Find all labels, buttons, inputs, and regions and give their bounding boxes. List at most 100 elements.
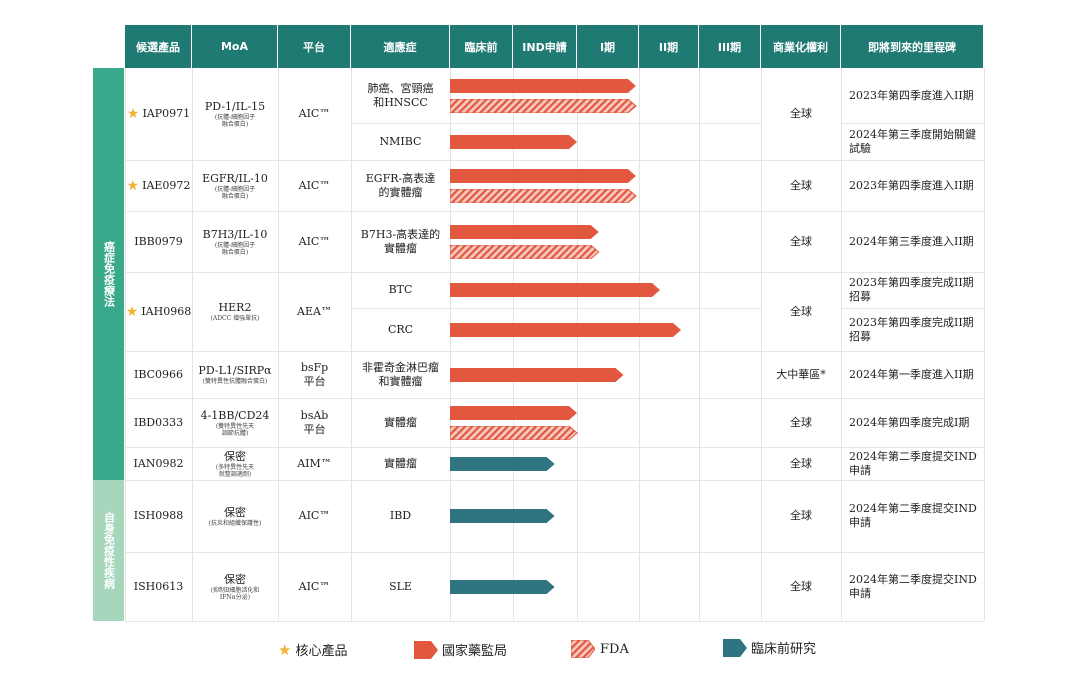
nmpa-arrow-icon xyxy=(414,640,438,659)
platform-cell: AEA™ xyxy=(297,304,332,318)
candidate-name: ISH0988 xyxy=(133,509,184,522)
platform-cell: AIC™ xyxy=(298,234,331,248)
moa-subtitle: (雙特異性抗體融合蛋白) xyxy=(202,378,268,385)
grid-line-vertical xyxy=(761,68,762,620)
moa-subtitle: (抗體-細胞因子 融合蛋白) xyxy=(214,241,256,256)
grid-line-vertical xyxy=(841,68,842,620)
indication-cell: 實體瘤 xyxy=(384,415,417,429)
candidate-cell: ★ IAE0972 xyxy=(125,160,192,211)
milestone-cell: 2023年第四季度完成II期 招募 xyxy=(841,272,984,308)
grid-line-vertical xyxy=(577,68,578,620)
grid-line-vertical xyxy=(450,68,451,620)
grid-line-horizontal xyxy=(841,123,984,124)
moa-name: 4-1BB/CD24 xyxy=(200,408,270,422)
header-cell: MoA xyxy=(192,25,278,68)
platform-cell: AIC™ xyxy=(298,579,331,593)
fda-bar xyxy=(450,425,578,440)
nmpa-bar xyxy=(450,134,577,149)
header-cell: 平台 xyxy=(278,25,351,68)
candidate-name: IBD0333 xyxy=(133,415,184,429)
moa-cell: PD-1/IL-15 (抗體-細胞因子 融合蛋白) xyxy=(192,68,278,160)
grid-line-horizontal xyxy=(125,447,984,448)
moa-name: PD-L1/SIRPα xyxy=(198,364,272,377)
commercial-rights-cell: 全球 xyxy=(790,456,812,470)
milestone-cell: 2023年第四季度完成II期 招募 xyxy=(841,308,984,351)
milestone-cell: 2024年第二季度提交IND 申請 xyxy=(841,480,984,552)
header-cell: 臨床前 xyxy=(450,25,513,68)
legend-core: ★ 核心產品 xyxy=(278,640,347,660)
candidate-name: IAE0972 xyxy=(142,178,191,192)
platform-cell: AIC™ xyxy=(298,178,331,192)
header-cell: 適應症 xyxy=(351,25,450,68)
legend-fda: FDA xyxy=(571,640,629,658)
moa-name: 保密 xyxy=(224,505,246,519)
grid-line-horizontal xyxy=(125,351,984,352)
candidate-cell: IBB0979 xyxy=(125,211,192,272)
milestone-text: 2024年第三季度開始關鍵 試驗 xyxy=(849,127,976,155)
milestone-cell: 2023年第四季度進入II期 xyxy=(841,68,984,123)
category-cancer-immunotherapy: 癌症免疫療法 xyxy=(93,68,124,480)
grid-line-vertical xyxy=(192,68,193,620)
platform-cell: bsAb 平台 xyxy=(300,408,329,436)
commercial-rights-cell: 全球 xyxy=(790,107,812,120)
grid-line-vertical xyxy=(639,68,640,620)
indication-cell: CRC xyxy=(387,322,414,336)
milestone-text: 2024年第二季度提交IND 申請 xyxy=(849,449,977,477)
commercial-rights-cell: 全球 xyxy=(790,234,812,248)
commercial-rights-cell: 全球 xyxy=(790,415,812,429)
platform-cell: AIM™ xyxy=(297,456,332,470)
fda-bar xyxy=(450,188,637,203)
grid-line-horizontal xyxy=(125,272,984,273)
moa-name: EGFR/IL-10 xyxy=(202,171,268,185)
star-icon: ★ xyxy=(126,177,140,194)
candidate-name: IAN0982 xyxy=(133,456,184,470)
candidate-name: IAP0971 xyxy=(142,107,191,120)
grid-line-horizontal xyxy=(125,398,984,399)
milestone-text: 2023年第四季度完成II期 招募 xyxy=(849,315,974,343)
moa-name: HER2 xyxy=(218,301,252,314)
moa-cell: 保密 (抑制B細胞活化和 IFNα分泌) xyxy=(192,552,278,621)
commercial-rights-cell: 全球 xyxy=(790,178,812,192)
grid-line-horizontal xyxy=(125,621,984,622)
grid-line-horizontal xyxy=(351,308,761,309)
header-cell: 候選產品 xyxy=(125,25,192,68)
milestone-cell: 2024年第四季度完成I期 xyxy=(841,398,984,447)
milestone-cell: 2024年第三季度開始關鍵 試驗 xyxy=(841,123,984,160)
preclinical-bar xyxy=(450,579,555,594)
moa-subtitle: (雙特異性先天 調節抗體) xyxy=(215,422,255,437)
grid-line-horizontal xyxy=(125,160,984,161)
grid-line-vertical xyxy=(125,68,126,620)
moa-cell: HER2 (ADCC 增強單抗) xyxy=(192,272,278,351)
candidate-cell: IBC0966 xyxy=(125,351,192,398)
milestone-cell: 2024年第二季度提交IND 申請 xyxy=(841,447,984,480)
grid-line-vertical xyxy=(699,68,700,620)
preclinical-arrow-icon xyxy=(723,638,747,657)
fda-bar xyxy=(450,244,600,259)
candidate-cell: ISH0988 xyxy=(125,480,192,552)
commercial-rights-cell: 全球 xyxy=(790,579,812,593)
star-icon: ★ xyxy=(125,303,139,320)
moa-name: PD-1/IL-15 xyxy=(204,100,266,113)
nmpa-bar xyxy=(450,367,624,382)
moa-cell: 保密 (多特異性先天 就整調適劑) xyxy=(192,447,278,480)
indication-cell: B7H3-高表達的 實體瘤 xyxy=(360,227,441,255)
nmpa-bar xyxy=(450,78,636,93)
star-icon: ★ xyxy=(278,640,292,659)
moa-subtitle: (抗體-細胞因子 融合蛋白) xyxy=(214,114,256,128)
moa-subtitle: (抑制B細胞活化和 IFNα分泌) xyxy=(210,586,260,601)
moa-name: B7H3/IL-10 xyxy=(202,227,268,241)
fda-arrow-icon xyxy=(571,640,595,658)
header-cell: 商業化權利 xyxy=(761,25,841,68)
grid-line-vertical xyxy=(984,68,985,620)
header-cell: II期 xyxy=(639,25,699,68)
indication-cell: SLE xyxy=(389,579,412,593)
indication-cell: IBD xyxy=(389,509,412,522)
grid-line-horizontal xyxy=(125,480,984,481)
milestone-text: 2023年第四季度進入II期 xyxy=(849,178,974,192)
category-autoimmune: 自身免疫性疾病 xyxy=(93,480,124,621)
indication-cell: NMIBC xyxy=(379,134,422,148)
nmpa-bar xyxy=(450,168,636,183)
legend-preclinical-label: 臨床前研究 xyxy=(751,642,817,657)
candidate-cell: ★ IAP0971 xyxy=(125,68,192,160)
moa-cell: 4-1BB/CD24 (雙特異性先天 調節抗體) xyxy=(192,398,278,447)
